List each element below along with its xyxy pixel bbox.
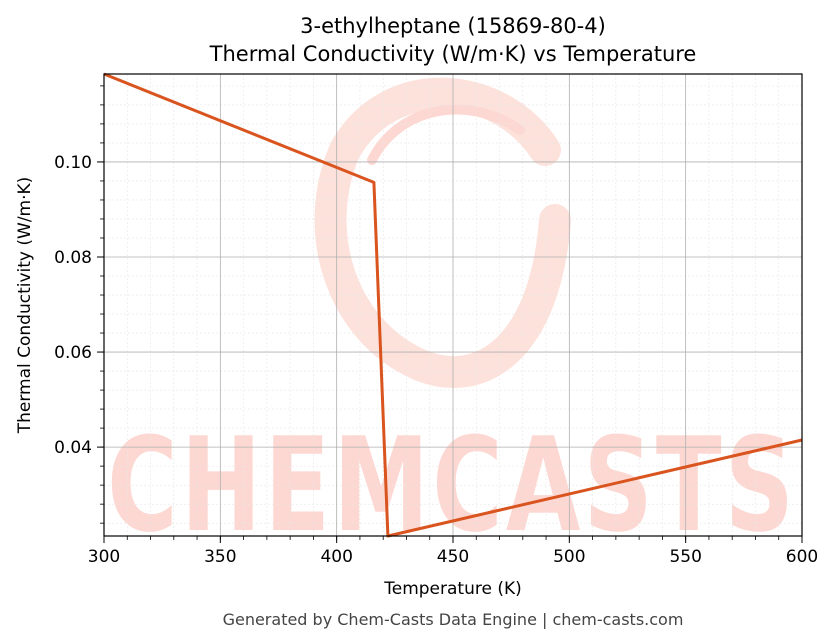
watermark-logo-swirl <box>314 77 571 389</box>
x-tick-label: 300 <box>88 547 120 567</box>
x-tick-label: 400 <box>320 547 352 567</box>
y-tick-label: 0.08 <box>54 248 92 268</box>
series-line-thermal-conductivity <box>103 72 803 538</box>
x-axis-label: Temperature (K) <box>383 579 522 599</box>
x-tick-label: 600 <box>786 547 818 567</box>
chemcasts-watermark: CHEMCASTS <box>107 77 793 561</box>
chart-title-line2: Thermal Conductivity (W/m·K) vs Temperat… <box>209 42 697 66</box>
chart-title-line1: 3-ethylheptane (15869-80-4) <box>300 14 606 38</box>
x-axis-ticks: 300 350 400 450 500 550 600 <box>88 536 818 567</box>
y-tick-label: 0.10 <box>54 153 92 173</box>
footer-credit: Generated by Chem-Casts Data Engine | ch… <box>223 610 684 629</box>
x-tick-label: 450 <box>437 547 469 567</box>
y-tick-label: 0.04 <box>54 438 92 458</box>
x-tick-label: 550 <box>669 547 701 567</box>
y-axis-ticks: 0.04 0.06 0.08 0.10 <box>54 85 104 524</box>
x-tick-label: 500 <box>553 547 585 567</box>
y-tick-label: 0.06 <box>54 343 92 363</box>
watermark-logo-stroke <box>367 104 525 165</box>
y-axis-label: Thermal Conductivity (W/m·K) <box>15 177 35 435</box>
x-tick-label: 350 <box>204 547 236 567</box>
